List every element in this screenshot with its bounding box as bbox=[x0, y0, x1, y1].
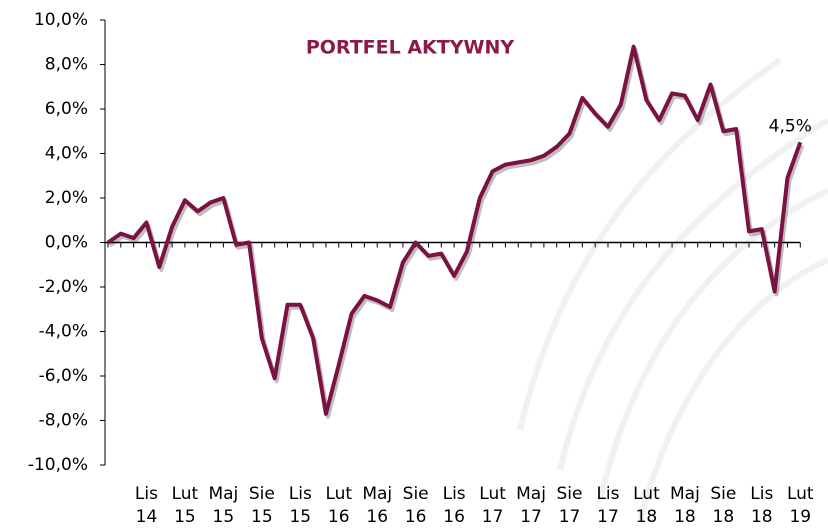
y-tick-label: 6,0% bbox=[45, 99, 88, 119]
x-tick-label: Sie 15 bbox=[244, 483, 280, 529]
data-label: 4,5% bbox=[769, 116, 812, 136]
line bbox=[108, 47, 800, 414]
chart: PORTFEL AKTYWNY -10,0% -8,0% -6,0% -4,0% -2,… bbox=[0, 0, 828, 531]
x-tick-label: Lut 16 bbox=[321, 483, 357, 529]
x-tick-label: Sie 18 bbox=[705, 483, 741, 529]
x-tick-label: Maj 17 bbox=[513, 483, 549, 529]
y-tick-label: 0,0% bbox=[45, 233, 88, 253]
x-tick-label: Lut 17 bbox=[475, 483, 511, 529]
y-tick-label: -8,0% bbox=[39, 411, 88, 431]
x-tick-label: Lut 18 bbox=[628, 483, 664, 529]
x-tick-label: Maj 16 bbox=[359, 483, 395, 529]
x-tick-label: Maj 18 bbox=[667, 483, 703, 529]
x-tick-label: Lis 15 bbox=[282, 483, 318, 529]
chart-title: PORTFEL AKTYWNY bbox=[306, 37, 514, 59]
chart-container: PORTFEL AKTYWNY -10,0% -8,0% -6,0% -4,0% -2,… bbox=[0, 0, 828, 531]
y-tick-label: 4,0% bbox=[45, 144, 88, 164]
x-tick-label: Lis 16 bbox=[436, 483, 472, 529]
line-shadow bbox=[110, 50, 802, 417]
x-tick-label: Lut 15 bbox=[167, 483, 203, 529]
x-tick-label: Lis 14 bbox=[128, 483, 164, 529]
y-tick-label: -10,0% bbox=[28, 455, 88, 475]
x-tick-label: Lis 18 bbox=[744, 483, 780, 529]
y-tick-label: -2,0% bbox=[39, 277, 88, 297]
x-tick-label: Lut 19 bbox=[782, 483, 818, 529]
y-tick-label: 2,0% bbox=[45, 188, 88, 208]
y-tick-label: -4,0% bbox=[39, 322, 88, 342]
y-tick-label: -6,0% bbox=[39, 366, 88, 386]
y-tick-label: 10,0% bbox=[34, 10, 88, 30]
y-tick-label: 8,0% bbox=[45, 55, 88, 75]
x-tick-label: Maj 15 bbox=[205, 483, 241, 529]
x-tick-label: Lis 17 bbox=[590, 483, 626, 529]
x-tick-label: Sie 17 bbox=[552, 483, 588, 529]
x-tick-label: Sie 16 bbox=[398, 483, 434, 529]
